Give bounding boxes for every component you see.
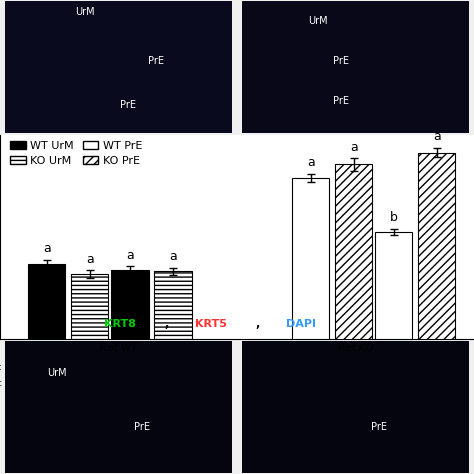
Text: -: -: [88, 376, 92, 389]
Text: +: +: [431, 376, 442, 389]
Text: KRT5: KRT5: [195, 319, 227, 328]
Text: +: +: [389, 376, 399, 389]
Text: ,: ,: [256, 319, 264, 328]
Text: PrE: PrE: [333, 96, 349, 106]
Text: +: +: [431, 361, 442, 374]
Text: PrE: PrE: [148, 55, 164, 65]
Text: a: a: [43, 242, 51, 255]
Bar: [155, 271, 191, 339]
Bar: [375, 232, 412, 339]
Text: ,: ,: [165, 319, 173, 328]
Bar: [292, 178, 329, 339]
Bar: [418, 153, 456, 339]
Text: DHT:: DHT:: [0, 363, 3, 373]
Text: UrM: UrM: [75, 7, 95, 17]
Text: PrE: PrE: [333, 55, 349, 65]
Text: b: b: [390, 211, 398, 224]
Text: UrM: UrM: [308, 16, 328, 26]
Text: -: -: [45, 376, 49, 389]
Text: +: +: [168, 376, 178, 389]
Text: +: +: [125, 376, 135, 389]
Bar: [5, 341, 232, 473]
Text: PrE: PrE: [120, 100, 136, 110]
Text: PrE: PrE: [371, 422, 387, 432]
Text: UrM: UrM: [47, 368, 67, 378]
Text: PrE: PrE: [134, 422, 150, 432]
Bar: [242, 1, 469, 133]
Text: GDNF:: GDNF:: [0, 378, 3, 388]
Text: Ret KO: Ret KO: [337, 343, 374, 353]
Bar: [242, 341, 469, 473]
Text: KRT8: KRT8: [104, 319, 137, 328]
Text: a: a: [126, 248, 134, 262]
Text: +: +: [168, 361, 178, 374]
Text: +: +: [389, 361, 399, 374]
Text: DAPI: DAPI: [286, 319, 316, 328]
Bar: [72, 274, 109, 339]
Bar: [111, 270, 148, 339]
Text: +: +: [42, 361, 52, 374]
Text: -: -: [309, 376, 313, 389]
Bar: [28, 264, 65, 339]
Text: a: a: [350, 141, 358, 154]
Text: +: +: [84, 361, 95, 374]
Bar: [5, 1, 232, 133]
Bar: [335, 164, 373, 339]
Text: +: +: [305, 361, 316, 374]
Text: a: a: [86, 253, 94, 265]
Legend: WT UrM, KO UrM, WT PrE, KO PrE: WT UrM, KO UrM, WT PrE, KO PrE: [6, 136, 146, 171]
Text: Ret WT: Ret WT: [100, 343, 137, 353]
Text: +: +: [125, 361, 135, 374]
Text: a: a: [433, 130, 441, 144]
Text: a: a: [307, 156, 315, 170]
Text: +: +: [348, 361, 359, 374]
Text: -: -: [352, 376, 356, 389]
Text: a: a: [169, 250, 177, 263]
